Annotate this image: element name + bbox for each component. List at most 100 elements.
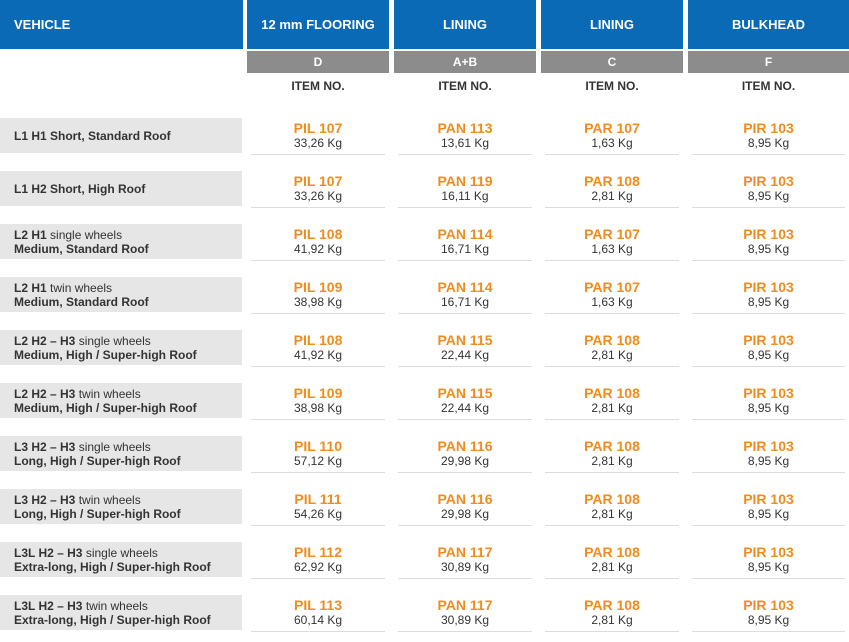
- item-cell: PIL 113 60,14 Kg: [247, 589, 389, 642]
- item-weight: 2,81 Kg: [591, 613, 633, 627]
- item-code: PIL 109: [293, 385, 343, 401]
- item-code: PAR 107: [584, 226, 640, 242]
- item-weight: 2,81 Kg: [591, 401, 633, 415]
- row-divider: [545, 366, 679, 367]
- item-code: PAN 117: [437, 544, 493, 560]
- table-row: L3L H2 – H3 twin wheels Extra-long, High …: [0, 589, 849, 642]
- vehicle-model: L2 H2 – H3 twin wheels: [14, 387, 242, 401]
- vehicle-size: Extra-long, High / Super-high Roof: [14, 612, 211, 627]
- row-divider: [692, 154, 845, 155]
- item-cell: PAR 108 2,81 Kg: [541, 377, 683, 430]
- item-cell: PIR 103 8,95 Kg: [688, 165, 849, 218]
- row-divider: [545, 419, 679, 420]
- vehicle-wheels: twin wheels: [46, 280, 113, 295]
- item-weight: 8,95 Kg: [747, 295, 790, 309]
- row-divider: [545, 472, 679, 473]
- item-weight: 13,61 Kg: [440, 136, 490, 150]
- column-header-1: LINING: [394, 0, 536, 49]
- table-row: L2 H2 – H3 single wheels Medium, High / S…: [0, 324, 849, 377]
- item-weight: 33,26 Kg: [293, 189, 343, 203]
- item-code: PAN 116: [437, 491, 493, 507]
- vehicle-label: L1 H1 Short, Standard Roof: [0, 118, 242, 153]
- item-cell: PAN 117 30,89 Kg: [394, 589, 536, 642]
- vehicle-label: L1 H2 Short, High Roof: [0, 171, 242, 206]
- item-cell: PAN 113 13,61 Kg: [394, 112, 536, 165]
- row-divider: [398, 419, 532, 420]
- vehicle-label: L3L H2 – H3 single wheels Extra-long, Hig…: [0, 542, 242, 577]
- item-code: PAR 108: [584, 385, 640, 401]
- vehicle-model-code: L2 H2 – H3: [14, 386, 76, 401]
- item-weight: 22,44 Kg: [440, 401, 490, 415]
- vehicle-model: L3L H2 – H3 twin wheels: [14, 599, 242, 613]
- vehicle-label: L2 H2 – H3 twin wheels Medium, High / Sup…: [0, 383, 242, 418]
- row-divider: [545, 207, 679, 208]
- row-divider: [251, 525, 385, 526]
- item-cell: PIL 108 41,92 Kg: [247, 324, 389, 377]
- item-code: PAR 108: [584, 491, 640, 507]
- item-weight: 30,89 Kg: [440, 560, 490, 574]
- item-code: PAR 107: [584, 279, 640, 295]
- item-cell: PIL 109 38,98 Kg: [247, 377, 389, 430]
- item-cell: PAR 108 2,81 Kg: [541, 536, 683, 589]
- row-divider: [692, 472, 845, 473]
- item-cell: PIL 108 41,92 Kg: [247, 218, 389, 271]
- item-cell: PAN 115 22,44 Kg: [394, 377, 536, 430]
- item-weight: 8,95 Kg: [747, 507, 790, 521]
- item-cell: PIL 112 62,92 Kg: [247, 536, 389, 589]
- item-weight: 16,71 Kg: [440, 295, 490, 309]
- item-code: PAN 114: [437, 226, 493, 242]
- vehicle-model-code: L2 H2 – H3: [14, 333, 76, 348]
- vehicle-model-code: L3 H2 – H3: [14, 492, 76, 507]
- item-code: PAR 108: [584, 332, 640, 348]
- vehicle-model: L2 H2 – H3 single wheels: [14, 334, 242, 348]
- item-weight: 38,98 Kg: [293, 295, 343, 309]
- row-divider: [545, 525, 679, 526]
- item-cell: PIR 103 8,95 Kg: [688, 430, 849, 483]
- item-weight: 8,95 Kg: [747, 136, 790, 150]
- item-weight: 41,92 Kg: [293, 348, 343, 362]
- vehicle-header: VEHICLE: [0, 0, 243, 49]
- table-row: L3 H2 – H3 single wheels Long, High / Sup…: [0, 430, 849, 483]
- item-weight: 1,63 Kg: [591, 136, 633, 150]
- column-code-0: D: [247, 51, 389, 73]
- item-cell: PAR 108 2,81 Kg: [541, 483, 683, 536]
- row-divider: [398, 154, 532, 155]
- item-code: PIL 113: [293, 597, 342, 613]
- item-code: PIL 107: [293, 120, 343, 136]
- vehicle-label: L2 H1 twin wheels Medium, Standard Roof: [0, 277, 242, 312]
- row-divider: [398, 578, 532, 579]
- item-cell: PIR 103 8,95 Kg: [688, 112, 849, 165]
- row-divider: [398, 207, 532, 208]
- table-row: L2 H2 – H3 twin wheels Medium, High / Sup…: [0, 377, 849, 430]
- table-row: L2 H1 twin wheels Medium, Standard Roof PI…: [0, 271, 849, 324]
- table-row: L3 H2 – H3 twin wheels Long, High / Super…: [0, 483, 849, 536]
- item-cell: PAR 107 1,63 Kg: [541, 218, 683, 271]
- vehicle-wheels: twin wheels: [75, 386, 141, 401]
- vehicle-model-code: L3L H2 – H3: [14, 598, 83, 613]
- vehicle-label: L3L H2 – H3 twin wheels Extra-long, High …: [0, 595, 242, 630]
- item-code: PAR 107: [584, 120, 640, 136]
- item-weight: 2,81 Kg: [591, 348, 633, 362]
- item-weight: 2,81 Kg: [591, 454, 633, 468]
- item-code: PIL 107: [293, 173, 343, 189]
- row-divider: [545, 154, 679, 155]
- vehicle-size: Long, High / Super-high Roof: [14, 506, 181, 521]
- row-divider: [545, 578, 679, 579]
- vehicle-wheels: twin wheels: [82, 598, 148, 613]
- column-code-1: A+B: [394, 51, 536, 73]
- row-divider: [398, 631, 532, 632]
- row-divider: [545, 631, 679, 632]
- row-divider: [251, 578, 385, 579]
- vehicle-label: L3 H2 – H3 single wheels Long, High / Sup…: [0, 436, 242, 471]
- item-weight: 29,98 Kg: [440, 454, 490, 468]
- item-cell: PIL 109 38,98 Kg: [247, 271, 389, 324]
- item-weight: 62,92 Kg: [293, 560, 343, 574]
- item-cell: PAN 116 29,98 Kg: [394, 483, 536, 536]
- row-divider: [545, 313, 679, 314]
- row-divider: [398, 313, 532, 314]
- item-cell: PAR 108 2,81 Kg: [541, 589, 683, 642]
- item-code: PIR 103: [743, 279, 794, 295]
- column-code-2: C: [541, 51, 683, 73]
- item-code: PAR 108: [584, 173, 640, 189]
- item-cell: PIL 107 33,26 Kg: [247, 165, 389, 218]
